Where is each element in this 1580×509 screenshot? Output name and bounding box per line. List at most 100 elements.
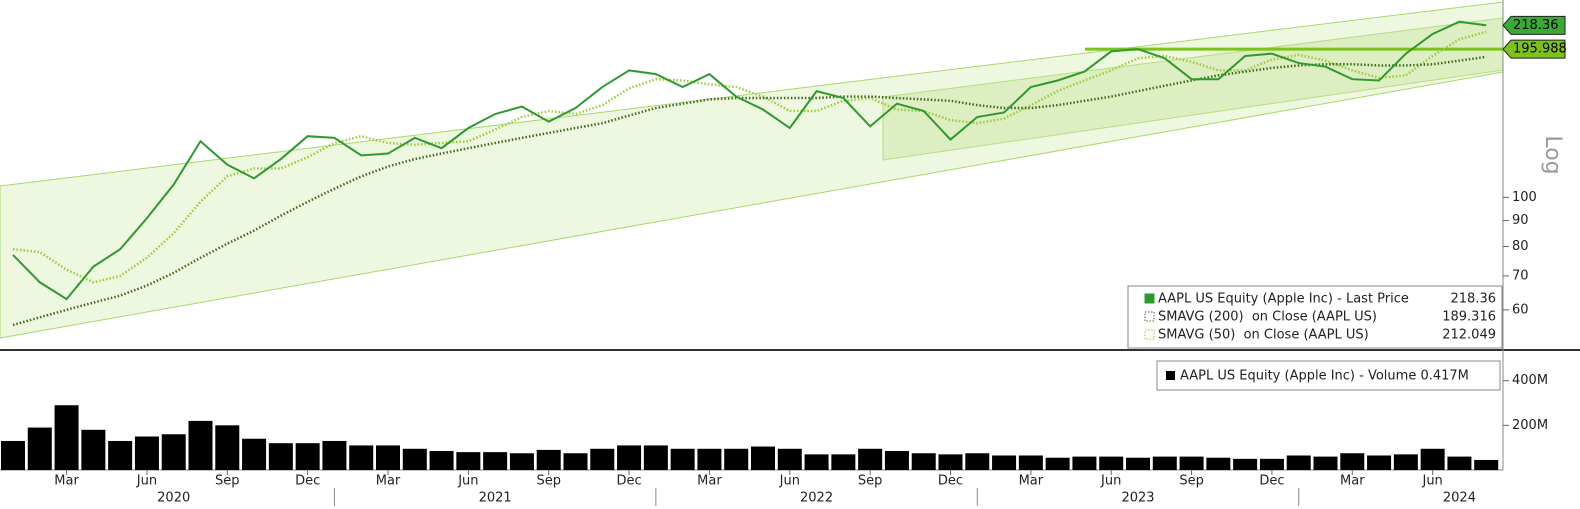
x-tick-label: Jun	[457, 474, 478, 489]
plot	[12, 20, 1503, 327]
x-tick-label: Mar	[376, 474, 401, 489]
year-label: 2021	[479, 491, 512, 506]
volume-bar	[27, 427, 52, 470]
volume-bar	[1152, 456, 1177, 470]
volume-bar	[1099, 456, 1124, 470]
volume-bar	[697, 448, 722, 470]
x-tick-label: Dec	[938, 474, 963, 489]
volume-bar	[483, 452, 508, 470]
volume-bar	[1367, 455, 1392, 470]
volume-bar	[1420, 448, 1445, 470]
legend-swatch	[1144, 311, 1155, 322]
volume-bar	[804, 454, 829, 470]
year-label: 2020	[157, 491, 190, 506]
volume-bar	[1286, 455, 1311, 470]
sma-line	[12, 55, 1487, 327]
volume-bar	[456, 452, 481, 470]
year-label: 2024	[1443, 491, 1476, 506]
volume-bar	[1179, 456, 1204, 470]
volume-bar	[376, 445, 400, 470]
legend-value: 189.316	[1442, 310, 1496, 325]
y-tick-label: 90	[1512, 213, 1529, 228]
x-tick-label: Mar	[54, 474, 79, 489]
volume-bar	[81, 429, 106, 470]
y-tick-label: 80	[1512, 239, 1529, 254]
volume-bar	[1233, 458, 1258, 470]
inner-channel	[882, 17, 1503, 161]
x-tick-label: Mar	[1340, 474, 1365, 489]
volume-bar	[1206, 457, 1231, 470]
volume-bar	[590, 448, 615, 470]
volume-bar	[724, 448, 749, 470]
year-label: 2023	[1121, 491, 1154, 506]
volume-bar	[884, 451, 909, 470]
volume-bar	[1045, 457, 1070, 470]
volume-bar	[322, 440, 347, 470]
x-tick-label: Dec	[616, 474, 641, 489]
volume-bar	[429, 451, 454, 470]
x-tick-label: Sep	[1179, 474, 1204, 489]
volume-bar	[54, 405, 79, 470]
volume-bar	[108, 440, 133, 470]
x-tick-label: Jun	[1421, 474, 1442, 489]
volume-bar	[349, 445, 374, 470]
volume-bar	[938, 454, 963, 470]
volume-bar	[831, 454, 856, 470]
volume-bar	[777, 448, 802, 470]
volume-bar	[1259, 458, 1284, 470]
volume-legend: AAPL US Equity (Apple Inc) - Volume 0.41…	[1156, 360, 1501, 391]
volume-bar	[858, 448, 883, 470]
x-tick-label: Jun	[136, 474, 157, 489]
volume-bar	[1, 440, 25, 470]
y-tick-label: 100	[1512, 190, 1537, 205]
volume-bar	[268, 443, 293, 470]
volume-bar	[1072, 456, 1097, 470]
legend-label: SMAVG (50) on Close (AAPL US)	[1158, 328, 1369, 343]
legend-label: AAPL US Equity (Apple Inc) - Volume 0.41…	[1180, 369, 1469, 384]
x-tick-label: Sep	[536, 474, 561, 489]
x-tick-label: Jun	[1100, 474, 1121, 489]
legend-label: AAPL US Equity (Apple Inc) - Last Price	[1158, 292, 1409, 307]
y-tick-label: 200M	[1512, 418, 1548, 433]
volume-bar	[911, 453, 936, 470]
legend-value: 212.049	[1442, 328, 1496, 343]
x-tick-label: Dec	[1259, 474, 1284, 489]
volume-bar	[617, 445, 642, 470]
volume-bar	[1313, 456, 1338, 470]
sma-line	[12, 30, 1487, 284]
x-tick-label: Sep	[858, 474, 883, 489]
volume-bar	[1126, 457, 1150, 470]
y-tick-label: 60	[1512, 302, 1529, 317]
volume-bar	[536, 449, 561, 470]
channels	[0, 1, 1503, 339]
x-tick-label: Jun	[779, 474, 800, 489]
volume-bar	[402, 448, 427, 470]
volume-bar	[563, 453, 588, 470]
value-box-label: 218.36	[1513, 18, 1559, 33]
legend-value: 218.36	[1451, 292, 1497, 307]
legend-box	[1156, 360, 1501, 391]
volume-bar	[643, 445, 668, 470]
legend-swatch	[1144, 293, 1155, 304]
volume-bar	[1340, 453, 1365, 470]
value-box	[1502, 39, 1566, 59]
value-box-label: 195.988	[1513, 42, 1567, 57]
y-tick-label: 70	[1512, 268, 1529, 283]
volume-bar	[188, 420, 213, 470]
legend-swatch	[1166, 371, 1175, 380]
legend: AAPL US Equity (Apple Inc) - Last Price 2…	[1127, 285, 1503, 349]
volume-bar	[161, 434, 186, 470]
x-tick-label: Mar	[697, 474, 722, 489]
volume-bar	[295, 443, 320, 470]
y-tick-label: 400M	[1512, 373, 1548, 388]
value-box	[1502, 15, 1566, 35]
volume-bar	[1474, 459, 1499, 470]
x-tick-label: Dec	[295, 474, 320, 489]
volume-bar	[670, 448, 695, 470]
volume-bar	[992, 455, 1017, 470]
volume-bar	[751, 446, 775, 470]
volume-bar	[1447, 456, 1472, 470]
year-label: 2022	[800, 491, 833, 506]
